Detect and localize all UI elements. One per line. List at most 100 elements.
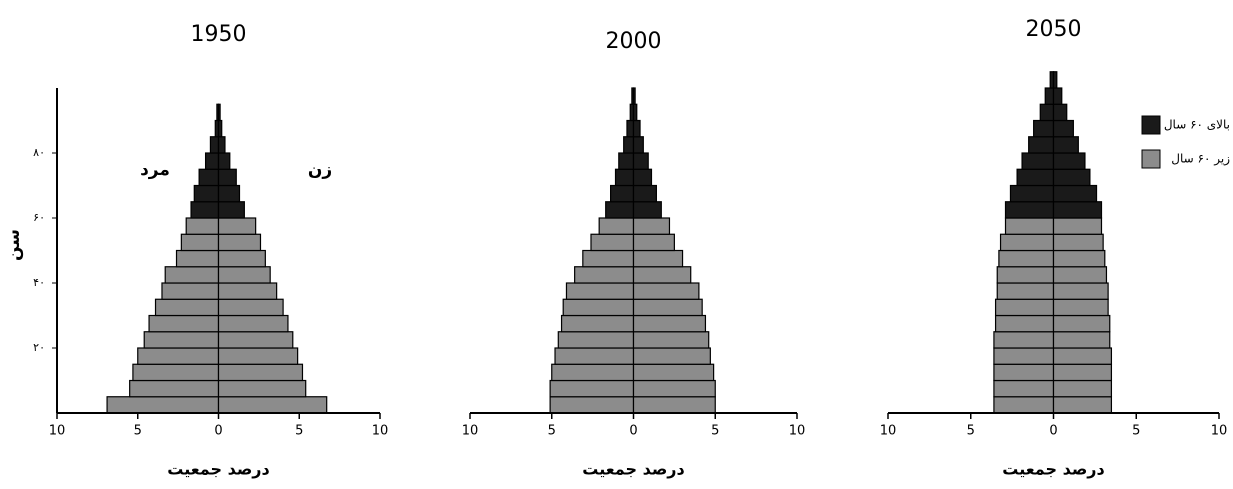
bar-left — [180, 233, 220, 252]
bar-left — [148, 314, 220, 333]
bar-left — [549, 379, 635, 398]
side-label: مرد — [140, 160, 170, 180]
bar-left — [154, 298, 220, 317]
bar-right — [1052, 282, 1109, 300]
bar-left — [190, 201, 220, 219]
bar-right — [1052, 347, 1113, 365]
x-axis-label: درصد جمعیت — [582, 460, 684, 479]
bar-right — [632, 298, 703, 317]
bar-left — [1028, 136, 1055, 154]
bar-left — [614, 168, 635, 187]
bar-left — [999, 233, 1055, 252]
bar-right — [217, 363, 304, 382]
bar-right — [632, 168, 653, 187]
bar-right — [632, 282, 700, 300]
bar-right — [1052, 152, 1086, 170]
chart-title: 2050 — [1026, 17, 1082, 42]
bar-right — [1052, 71, 1058, 89]
bar-left — [198, 168, 220, 187]
bar-left — [996, 266, 1055, 284]
side-label: زن — [308, 160, 332, 180]
y-tick-label: ۸۰ — [33, 146, 45, 159]
bar-left — [557, 331, 635, 349]
bar-right — [1052, 363, 1113, 382]
bar-right — [632, 249, 684, 268]
bar-right — [632, 347, 711, 365]
bar-left — [209, 136, 220, 154]
bar-right — [1052, 136, 1079, 154]
bar-right — [217, 217, 257, 235]
bar-right — [632, 266, 692, 284]
chart-title: 2000 — [606, 29, 662, 54]
bar-right — [217, 152, 231, 170]
bar-left — [590, 233, 635, 252]
bar-right — [217, 331, 294, 349]
bar-left — [551, 363, 635, 382]
bar-left — [1033, 119, 1055, 138]
bar-right — [217, 282, 278, 300]
bar-right — [217, 249, 266, 268]
bar-left — [164, 266, 220, 284]
bar-left — [623, 136, 635, 154]
bar-right — [217, 266, 271, 284]
legend-swatch — [1141, 115, 1161, 135]
bar-left — [549, 396, 635, 414]
bar-left — [1004, 201, 1055, 219]
bar-right — [1052, 168, 1091, 187]
bar-left — [1039, 103, 1055, 122]
y-tick-label: ۶۰ — [33, 211, 45, 224]
bar-left — [560, 314, 635, 333]
bar-left — [132, 363, 220, 382]
bar-left — [993, 347, 1055, 365]
bar-left — [610, 184, 635, 203]
bar-left — [993, 396, 1055, 414]
bar-right — [217, 184, 241, 203]
bar-right — [217, 298, 284, 317]
bar-right — [217, 168, 237, 187]
bar-right — [1052, 298, 1109, 317]
bar-left — [994, 314, 1055, 333]
x-axis-label: درصد جمعیت — [1002, 460, 1104, 479]
legend-swatch — [1141, 149, 1161, 169]
bar-right — [1052, 103, 1068, 122]
bar-right — [1052, 233, 1104, 252]
x-tick-label: 5 — [711, 424, 719, 439]
bar-left — [998, 249, 1055, 268]
legend-label: بالای ۶۰ سال — [1164, 118, 1230, 132]
bar-left — [618, 152, 635, 170]
bar-left — [605, 201, 635, 219]
bar-left — [193, 184, 220, 203]
bar-left — [106, 396, 220, 414]
bar-left — [565, 282, 635, 300]
x-tick-label: 0 — [214, 424, 222, 439]
bar-right — [1052, 396, 1113, 414]
bar-left — [143, 331, 220, 349]
bar-right — [1052, 184, 1098, 203]
bar-right — [1052, 217, 1103, 235]
x-tick-label: 0 — [629, 424, 637, 439]
bar-left — [1004, 217, 1055, 235]
bar-left — [598, 217, 635, 235]
bar-right — [1052, 379, 1113, 398]
x-tick-label: 10 — [372, 424, 389, 439]
bar-right — [1052, 266, 1108, 284]
bar-left — [1044, 87, 1055, 105]
bar-left — [129, 379, 220, 398]
bar-left — [204, 152, 220, 170]
bar-right — [217, 379, 307, 398]
bar-right — [632, 152, 649, 170]
bar-right — [632, 217, 671, 235]
bar-left — [993, 331, 1055, 349]
bar-right — [1052, 87, 1063, 105]
bar-right — [632, 331, 710, 349]
x-tick-label: 5 — [295, 424, 303, 439]
bar-left — [996, 282, 1055, 300]
bar-left — [574, 266, 635, 284]
x-tick-label: 5 — [548, 424, 556, 439]
bar-right — [217, 103, 221, 122]
bar-right — [632, 87, 636, 105]
x-tick-label: 10 — [49, 424, 66, 439]
bar-right — [632, 184, 657, 203]
bar-left — [626, 119, 635, 138]
